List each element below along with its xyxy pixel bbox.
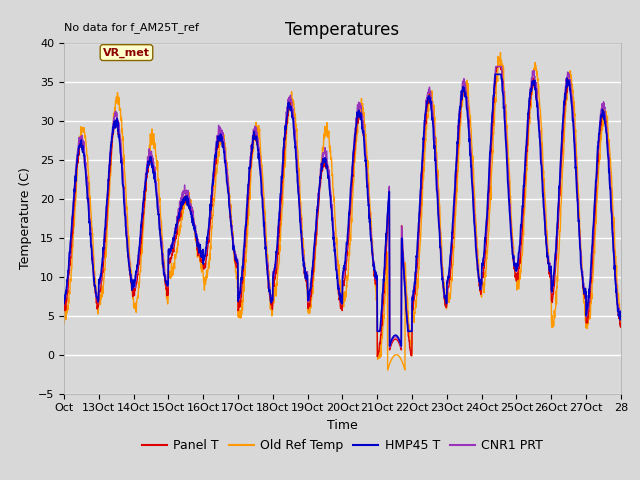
CNR1 PRT (617, 312, 625, 318)
Old Ref Temp (88, 230, 96, 236)
Old Ref Temp (499, 63, 507, 69)
HMP45 T (88, 261, 96, 266)
Panel T (601, 114, 609, 120)
CNR1 PRT (499, 79, 507, 84)
HMP45 T (492, 72, 499, 77)
Line: CNR1 PRT: CNR1 PRT (64, 67, 621, 348)
Text: No data for f_AM25T_ref: No data for f_AM25T_ref (64, 22, 199, 33)
CNR1 PRT (602, 110, 609, 116)
Old Ref Temp (497, 50, 504, 56)
Panel T (493, 64, 500, 70)
Panel T (331, 245, 339, 251)
Panel T (60, 308, 68, 313)
Panel T (88, 255, 96, 261)
Old Ref Temp (602, 112, 609, 118)
Title: Temperatures: Temperatures (285, 21, 399, 39)
HMP45 T (60, 301, 68, 307)
Legend: Panel T, Old Ref Temp, HMP45 T, CNR1 PRT: Panel T, Old Ref Temp, HMP45 T, CNR1 PRT (137, 434, 548, 457)
Old Ref Temp (331, 211, 339, 216)
Line: HMP45 T: HMP45 T (64, 74, 621, 346)
CNR1 PRT (331, 240, 339, 246)
Panel T (374, 354, 381, 360)
HMP45 T (499, 92, 507, 97)
CNR1 PRT (316, 174, 324, 180)
Old Ref Temp (384, 367, 392, 373)
Y-axis label: Temperature (C): Temperature (C) (19, 168, 33, 269)
HMP45 T (386, 343, 394, 349)
CNR1 PRT (88, 251, 96, 257)
Old Ref Temp (60, 309, 68, 315)
CNR1 PRT (60, 298, 68, 304)
HMP45 T (617, 313, 625, 319)
Text: VR_met: VR_met (103, 48, 150, 58)
Old Ref Temp (316, 178, 324, 184)
CNR1 PRT (386, 345, 394, 350)
HMP45 T (601, 120, 609, 126)
Panel T (499, 78, 507, 84)
Panel T (602, 116, 609, 121)
Panel T (617, 321, 625, 326)
HMP45 T (331, 246, 339, 252)
Line: Old Ref Temp: Old Ref Temp (64, 53, 621, 370)
HMP45 T (602, 121, 609, 127)
X-axis label: Time: Time (327, 419, 358, 432)
Panel T (316, 183, 324, 189)
Old Ref Temp (601, 119, 609, 124)
CNR1 PRT (492, 64, 500, 70)
HMP45 T (316, 177, 324, 182)
Line: Panel T: Panel T (64, 67, 621, 357)
CNR1 PRT (601, 105, 609, 110)
Old Ref Temp (617, 316, 625, 322)
